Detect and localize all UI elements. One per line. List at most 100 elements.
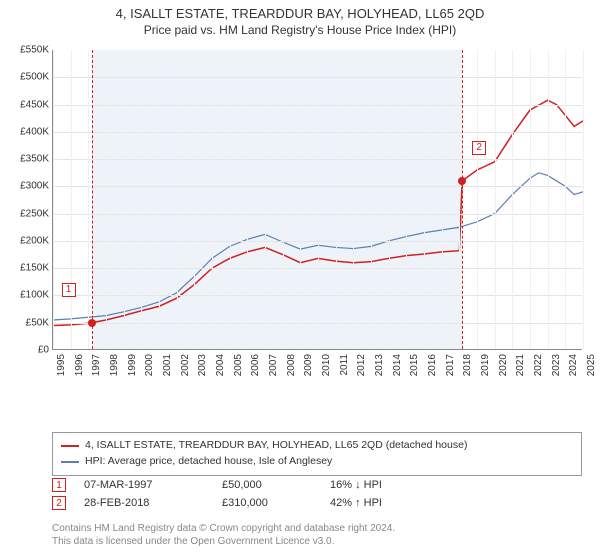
- y-axis-label: £100K: [20, 290, 49, 301]
- x-axis-label: 2001: [162, 354, 173, 376]
- y-axis-label: £450K: [20, 99, 49, 110]
- x-gridline: [88, 50, 89, 349]
- x-axis-label: 2005: [233, 354, 244, 376]
- x-gridline: [318, 50, 319, 349]
- legend-row: HPI: Average price, detached house, Isle…: [61, 454, 573, 470]
- x-gridline: [406, 50, 407, 349]
- x-axis-label: 2007: [268, 354, 279, 376]
- x-gridline: [565, 50, 566, 349]
- legend: 4, ISALLT ESTATE, TREARDDUR BAY, HOLYHEA…: [52, 432, 582, 476]
- y-axis-label: £150K: [20, 263, 49, 274]
- x-gridline: [53, 50, 54, 349]
- x-gridline: [495, 50, 496, 349]
- x-gridline: [477, 50, 478, 349]
- x-gridline: [336, 50, 337, 349]
- x-axis-label: 2008: [286, 354, 297, 376]
- x-axis-label: 2023: [551, 354, 562, 376]
- x-gridline: [371, 50, 372, 349]
- y-axis-label: £400K: [20, 126, 49, 137]
- x-gridline: [159, 50, 160, 349]
- x-gridline: [141, 50, 142, 349]
- x-gridline: [230, 50, 231, 349]
- x-gridline: [247, 50, 248, 349]
- chart-area: £0£50K£100K£150K£200K£250K£300K£350K£400…: [52, 50, 582, 390]
- y-axis-label: £0: [38, 345, 49, 356]
- x-axis-label: 2000: [144, 354, 155, 376]
- x-axis-label: 2012: [356, 354, 367, 376]
- x-axis-label: 1997: [91, 354, 102, 376]
- transaction-table: 107-MAR-1997£50,00016% ↓ HPI228-FEB-2018…: [52, 476, 582, 512]
- x-gridline: [548, 50, 549, 349]
- x-gridline: [71, 50, 72, 349]
- event-vline: [92, 50, 93, 349]
- x-gridline: [530, 50, 531, 349]
- x-axis-label: 2016: [427, 354, 438, 376]
- legend-swatch: [61, 445, 79, 447]
- x-axis-label: 2013: [374, 354, 385, 376]
- x-gridline: [512, 50, 513, 349]
- transaction-price: £50,000: [222, 479, 312, 491]
- x-axis-label: 2018: [462, 354, 473, 376]
- x-gridline: [300, 50, 301, 349]
- chart-title: 4, ISALLT ESTATE, TREARDDUR BAY, HOLYHEA…: [0, 0, 600, 23]
- y-axis-label: £500K: [20, 72, 49, 83]
- chart-subtitle: Price paid vs. HM Land Registry's House …: [0, 23, 600, 43]
- legend-label: HPI: Average price, detached house, Isle…: [85, 454, 332, 470]
- x-axis-label: 2003: [197, 354, 208, 376]
- x-axis-label: 2002: [180, 354, 191, 376]
- x-gridline: [265, 50, 266, 349]
- transaction-dot: [458, 177, 466, 185]
- x-axis-label: 2024: [568, 354, 579, 376]
- x-gridline: [442, 50, 443, 349]
- y-axis-label: £200K: [20, 235, 49, 246]
- transaction-marker-icon: 1: [52, 478, 66, 492]
- x-axis-label: 2004: [215, 354, 226, 376]
- legend-row: 4, ISALLT ESTATE, TREARDDUR BAY, HOLYHEA…: [61, 438, 573, 454]
- x-axis-label: 1996: [74, 354, 85, 376]
- x-axis-label: 2015: [409, 354, 420, 376]
- x-axis-label: 2011: [339, 354, 350, 376]
- x-axis-label: 1995: [56, 354, 67, 376]
- transaction-marker-box: 1: [62, 283, 76, 297]
- x-axis-label: 2022: [533, 354, 544, 376]
- x-gridline: [389, 50, 390, 349]
- transaction-date: 07-MAR-1997: [84, 479, 204, 491]
- x-gridline: [353, 50, 354, 349]
- x-gridline: [583, 50, 584, 349]
- plot-region: £0£50K£100K£150K£200K£250K£300K£350K£400…: [52, 50, 582, 350]
- transaction-row: 1 07-MAR-1997 £50,000 16% ↓ HPI: [52, 476, 582, 494]
- x-axis-label: 2014: [392, 354, 403, 376]
- attribution-line-2: This data is licensed under the Open Gov…: [52, 535, 582, 548]
- x-gridline: [283, 50, 284, 349]
- y-axis-label: £50K: [26, 317, 49, 328]
- x-axis-label: 2006: [250, 354, 261, 376]
- y-axis-label: £250K: [20, 208, 49, 219]
- x-axis-label: 2020: [498, 354, 509, 376]
- legend-label: 4, ISALLT ESTATE, TREARDDUR BAY, HOLYHEA…: [85, 438, 467, 454]
- event-vline: [462, 50, 463, 349]
- x-axis-label: 2009: [303, 354, 314, 376]
- x-axis-label: 1998: [109, 354, 120, 376]
- transaction-marker-box: 2: [472, 141, 486, 155]
- y-axis-label: £350K: [20, 154, 49, 165]
- attribution-line-1: Contains HM Land Registry data © Crown c…: [52, 522, 582, 535]
- transaction-dot: [88, 319, 96, 327]
- x-axis-label: 2021: [515, 354, 526, 376]
- x-gridline: [106, 50, 107, 349]
- y-axis-label: £300K: [20, 181, 49, 192]
- x-axis-label: 2010: [321, 354, 332, 376]
- transaction-pct: 16% ↓ HPI: [330, 479, 450, 491]
- x-axis-label: 2017: [445, 354, 456, 376]
- transaction-date: 28-FEB-2018: [84, 497, 204, 509]
- y-axis-label: £550K: [20, 45, 49, 56]
- x-gridline: [124, 50, 125, 349]
- x-gridline: [424, 50, 425, 349]
- x-gridline: [194, 50, 195, 349]
- x-axis-label: 2019: [480, 354, 491, 376]
- transaction-pct: 42% ↑ HPI: [330, 497, 450, 509]
- x-gridline: [177, 50, 178, 349]
- x-gridline: [459, 50, 460, 349]
- attribution: Contains HM Land Registry data © Crown c…: [52, 522, 582, 548]
- legend-swatch: [61, 461, 79, 463]
- x-axis-label: 2025: [586, 354, 597, 376]
